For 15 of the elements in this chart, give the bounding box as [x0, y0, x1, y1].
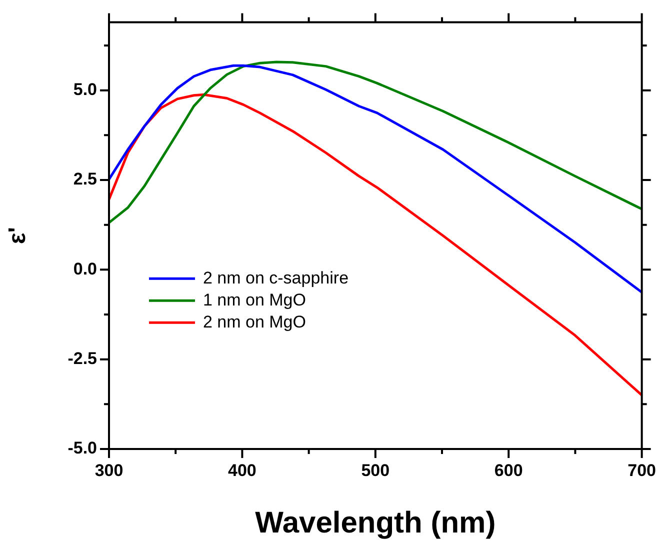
x-tick-label: 700	[628, 460, 656, 480]
y-tick-label: 5.0	[73, 80, 97, 100]
x-tick-label: 600	[494, 460, 523, 480]
x-tick-label: 500	[361, 460, 390, 480]
y-tick-label: 2.5	[73, 170, 97, 189]
x-tick-label: 300	[94, 460, 124, 480]
x-tick-label: 400	[228, 460, 256, 480]
y-tick-label: -5.0	[68, 438, 97, 458]
y-axis-title: ε'	[4, 227, 32, 244]
x-axis-title: Wavelength (nm)	[255, 506, 496, 540]
legend-label: 2 nm on MgO	[203, 312, 306, 332]
legend-label: 1 nm on MgO	[203, 290, 306, 310]
y-tick-label: 0.0	[73, 259, 97, 278]
legend-label: 2 nm on c-sapphire	[203, 268, 349, 288]
y-tick-label: -2.5	[68, 349, 97, 368]
